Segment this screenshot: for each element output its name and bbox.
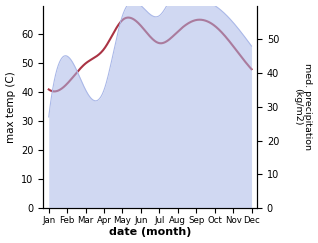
Y-axis label: med. precipitation
(kg/m2): med. precipitation (kg/m2) bbox=[293, 63, 313, 150]
Y-axis label: max temp (C): max temp (C) bbox=[5, 71, 16, 143]
X-axis label: date (month): date (month) bbox=[109, 227, 191, 237]
